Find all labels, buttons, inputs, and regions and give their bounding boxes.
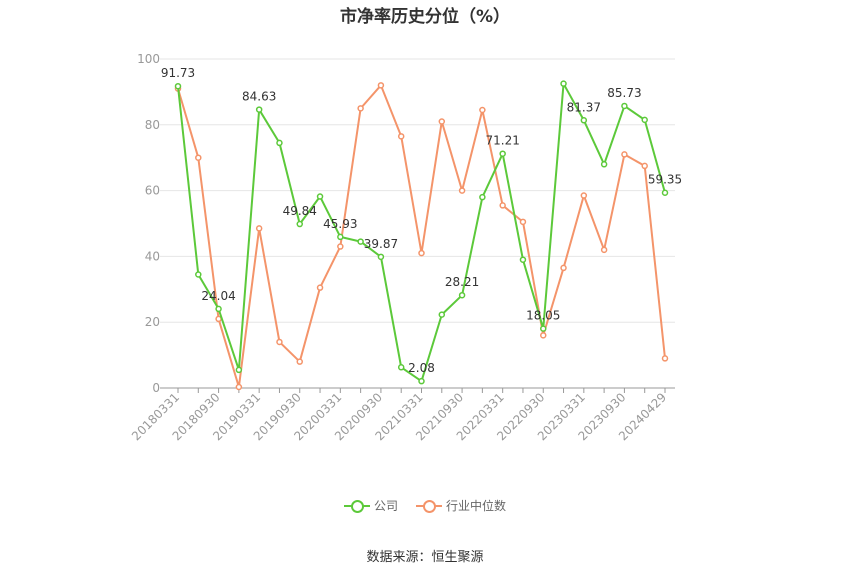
- company-point: [418, 377, 425, 385]
- legend-item-industry-median[interactable]: 行业中位数: [416, 497, 506, 514]
- company-point: [255, 106, 263, 113]
- legend: 公司 行业中位数: [0, 497, 850, 514]
- company-point: [377, 253, 385, 261]
- industry-median-point: [641, 162, 648, 170]
- company-point: [519, 256, 527, 263]
- company-point: [438, 311, 446, 318]
- company-point: [235, 366, 243, 374]
- industry-median-point: [540, 332, 547, 339]
- industry-median-point: [499, 202, 506, 209]
- legend-industry-line-icon: [416, 499, 442, 513]
- industry-median-point: [661, 355, 669, 362]
- company-point: [195, 271, 202, 278]
- company-point: [641, 116, 648, 124]
- company-point: [600, 161, 608, 168]
- company-point: [296, 220, 303, 228]
- company-point: [397, 364, 405, 371]
- company-point: [357, 238, 364, 245]
- data-labels: 91.73 24.04 84.63 49.84 45.93 39.87 2.08 28.21 7…: [161, 66, 682, 375]
- line-chart: 0204060801002018033120180930201903312019…: [129, 52, 682, 443]
- legend-item-company[interactable]: 公司: [343, 497, 398, 514]
- company-point: [661, 189, 669, 196]
- grid-lines: [160, 58, 675, 323]
- industry-median-point: [438, 118, 446, 125]
- industry-median-point: [458, 187, 466, 194]
- source-note: 数据来源：恒生聚源: [366, 550, 484, 565]
- company-data-label: 91.73: [161, 66, 195, 80]
- company-point: [499, 150, 506, 157]
- company-data-label: 84.63: [242, 90, 276, 104]
- industry-median-point: [621, 151, 628, 158]
- industry-median-point: [418, 249, 425, 257]
- company-line: [177, 82, 666, 383]
- industry-median-point: [357, 105, 364, 112]
- industry-median-point: [235, 383, 243, 391]
- legend-industry-label: 行业中位数: [446, 499, 507, 513]
- company-data-label: 18.05: [526, 309, 560, 323]
- company-data-label: 2.08: [408, 361, 435, 375]
- company-data-label: 39.87: [364, 237, 398, 251]
- industry-median-point: [600, 246, 608, 254]
- company-point: [621, 102, 628, 110]
- company-data-label: 59.35: [648, 173, 682, 187]
- company-data-label: 28.21: [445, 275, 479, 289]
- y-tick-label: 0: [152, 381, 160, 395]
- industry-median-point: [397, 133, 405, 140]
- legend-company-line-icon: [343, 499, 370, 513]
- industry-median-point: [479, 106, 486, 114]
- y-tick-label: 40: [145, 249, 160, 263]
- industry-median-point: [276, 338, 283, 346]
- company-point: [316, 193, 324, 200]
- company-point: [458, 291, 466, 299]
- company-data-label: 81.37: [567, 100, 601, 114]
- industry-median-point: [255, 225, 263, 232]
- industry-median-point: [519, 218, 527, 226]
- company-data-label: 71.21: [485, 134, 519, 148]
- company-data-label: 49.84: [283, 204, 317, 218]
- company-point: [540, 325, 547, 332]
- industry-median-point: [377, 82, 385, 89]
- company-data-label: 45.93: [323, 217, 357, 231]
- industry-median-point: [195, 154, 202, 161]
- chart-title: 市净率历史分位（%）: [339, 7, 511, 27]
- company-point: [479, 193, 486, 201]
- y-tick-label: 100: [137, 52, 160, 66]
- y-tick-label: 20: [145, 315, 160, 329]
- company-point: [174, 82, 182, 90]
- industry-median-point: [337, 243, 344, 250]
- y-tick-label: 80: [145, 118, 160, 132]
- company-data-label: 24.04: [201, 289, 235, 303]
- industry-median-point: [560, 264, 567, 272]
- industry-median-point: [580, 192, 588, 199]
- company-point: [580, 117, 588, 124]
- industry-median-line: [177, 84, 666, 389]
- industry-median-point: [316, 284, 324, 291]
- industry-median-point: [296, 358, 303, 365]
- company-point: [215, 305, 222, 313]
- legend-company-label: 公司: [373, 499, 398, 513]
- company-point: [337, 233, 344, 241]
- company-data-label: 85.73: [607, 86, 641, 100]
- y-tick-label: 60: [145, 184, 160, 198]
- company-point: [560, 80, 567, 87]
- company-point: [276, 139, 283, 147]
- series: [174, 80, 669, 391]
